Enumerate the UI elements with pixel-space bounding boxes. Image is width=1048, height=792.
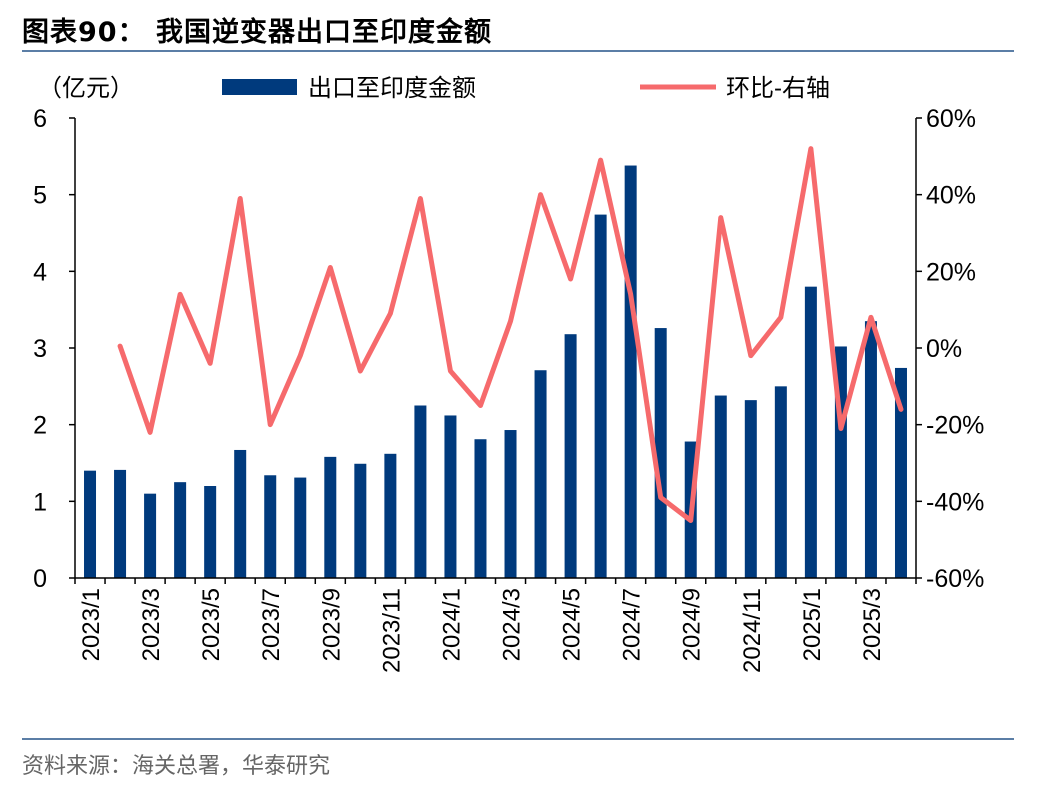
legend-bar-swatch bbox=[222, 79, 297, 95]
x-tick-label: 2024/9 bbox=[679, 588, 706, 661]
legend: 出口至印度金额 环比-右轴 bbox=[222, 75, 830, 102]
x-tick-label: 2023/3 bbox=[138, 588, 165, 661]
right-tick-label: 0% bbox=[926, 335, 962, 363]
left-tick-label: 6 bbox=[33, 105, 47, 133]
footer-divider bbox=[22, 738, 1014, 740]
bar-2023/4 bbox=[174, 482, 187, 578]
left-unit-label: （亿元） bbox=[38, 75, 134, 102]
bar-2023/3 bbox=[144, 493, 157, 578]
bar-2023/5 bbox=[204, 486, 217, 578]
bar-2024/4 bbox=[534, 370, 547, 578]
bar-2023/11 bbox=[384, 453, 397, 578]
x-tick-label: 2024/1 bbox=[438, 588, 465, 661]
left-tick-label: 3 bbox=[33, 335, 47, 363]
title-divider bbox=[22, 50, 1014, 52]
right-tick-label: 40% bbox=[926, 182, 976, 210]
bar-2025/3 bbox=[864, 321, 877, 578]
right-tick-label: 20% bbox=[926, 258, 976, 286]
x-tick-label: 2025/1 bbox=[799, 588, 826, 661]
bar-2024/5 bbox=[564, 334, 577, 578]
line-series-mom bbox=[117, 146, 904, 523]
right-tick-label: -40% bbox=[926, 488, 984, 516]
left-tick-label: 4 bbox=[33, 258, 47, 286]
bar-2024/8 bbox=[654, 328, 667, 578]
x-tick-label: 2024/5 bbox=[559, 588, 586, 661]
bar-2023/9 bbox=[324, 456, 337, 578]
source-note: 资料来源：海关总署，华泰研究 bbox=[22, 754, 331, 779]
left-tick-label: 5 bbox=[33, 182, 47, 210]
x-tick-label: 2025/3 bbox=[859, 588, 886, 661]
chart-title: 图表90： 我国逆变器出口至印度金额 bbox=[22, 17, 492, 48]
x-tick-label: 2023/1 bbox=[78, 588, 105, 661]
right-tick-label: -20% bbox=[926, 412, 984, 440]
x-tick-label: 2023/11 bbox=[378, 588, 405, 673]
bar-2024/12 bbox=[774, 386, 787, 578]
x-tick-label: 2023/5 bbox=[198, 588, 225, 661]
bar-2023/12 bbox=[414, 405, 427, 578]
bar-2024/7 bbox=[624, 165, 637, 579]
left-tick-label: 0 bbox=[33, 565, 47, 593]
bar-2024/1 bbox=[444, 415, 457, 578]
bar-2025/4 bbox=[894, 367, 907, 578]
bar-2023/10 bbox=[354, 463, 367, 578]
x-tick-label: 2023/9 bbox=[318, 588, 345, 661]
bar-2023/7 bbox=[264, 475, 277, 578]
bar-2024/6 bbox=[594, 214, 607, 578]
legend-line-label: 环比-右轴 bbox=[726, 75, 830, 102]
x-tick-label: 2023/7 bbox=[258, 588, 285, 661]
x-tick-label: 2024/7 bbox=[619, 588, 646, 661]
legend-bar-label: 出口至印度金额 bbox=[308, 75, 476, 102]
bar-2023/1 bbox=[84, 470, 97, 578]
bar-2023/2 bbox=[114, 469, 127, 578]
x-tick-label: 2024/11 bbox=[739, 588, 766, 673]
bar-series bbox=[84, 165, 907, 579]
bar-2023/6 bbox=[234, 449, 247, 578]
bar-2024/2 bbox=[474, 439, 487, 578]
bar-2023/8 bbox=[294, 477, 307, 578]
bar-2024/3 bbox=[504, 430, 517, 578]
right-tick-label: 60% bbox=[926, 105, 976, 133]
right-tick-label: -60% bbox=[926, 565, 984, 593]
bar-2024/11 bbox=[744, 400, 757, 578]
bar-2025/1 bbox=[804, 286, 817, 578]
x-tick-label: 2024/3 bbox=[499, 588, 526, 661]
bar-2024/10 bbox=[714, 395, 727, 578]
left-tick-label: 1 bbox=[33, 488, 47, 516]
left-tick-label: 2 bbox=[33, 412, 47, 440]
axes: 0 1 2 3 4 5 6 -60% -40% -20% 0% 20% 40% 60% 2023/1 2023… bbox=[33, 75, 984, 673]
